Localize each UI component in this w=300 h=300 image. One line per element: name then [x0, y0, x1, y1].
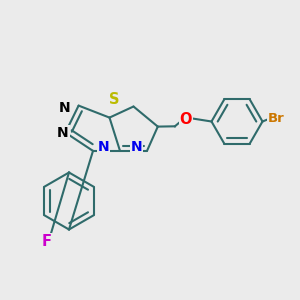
Text: N: N	[59, 101, 70, 115]
Text: N: N	[57, 127, 69, 140]
Text: N: N	[131, 140, 142, 154]
Text: Br: Br	[268, 112, 284, 125]
Text: N: N	[98, 140, 109, 154]
Text: S: S	[109, 92, 119, 106]
Text: O: O	[180, 112, 192, 128]
Text: F: F	[41, 234, 52, 249]
